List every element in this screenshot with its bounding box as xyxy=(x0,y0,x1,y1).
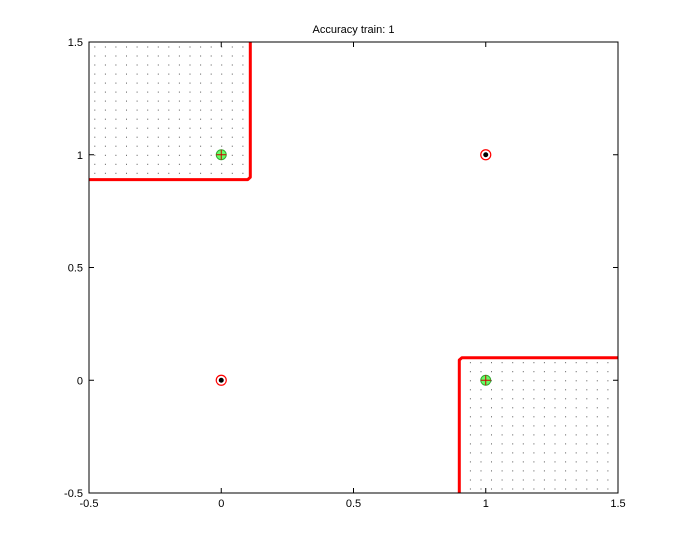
dotted-regions xyxy=(94,46,609,490)
x-tick-label: -0.5 xyxy=(80,498,99,510)
x-tick-label: 1 xyxy=(483,498,489,510)
x-tick-label: 0.5 xyxy=(346,498,361,510)
green-point xyxy=(480,374,492,386)
boundary-line xyxy=(457,356,618,493)
black-point xyxy=(480,149,492,161)
black-point xyxy=(215,374,227,386)
y-tick-label: 0 xyxy=(77,375,83,387)
y-tick-label: 1.5 xyxy=(68,37,83,49)
axis-ticks: -0.5 0 0.5 1 1.5 -0.5 0 0.5 1 1.5 xyxy=(64,37,626,510)
x-tick-label: 1.5 xyxy=(610,498,625,510)
dotted-region xyxy=(94,46,244,174)
y-tick-label: 1 xyxy=(77,150,83,162)
boundary-line xyxy=(89,42,252,182)
dotted-region xyxy=(469,362,609,490)
decision-boundary xyxy=(89,42,618,493)
y-tick-label: 0.5 xyxy=(68,263,83,275)
data-points xyxy=(215,149,492,386)
chart-title: Accuracy train: 1 xyxy=(313,24,395,36)
x-tick-label: 0 xyxy=(218,498,224,510)
green-point xyxy=(215,149,227,161)
y-tick-label: -0.5 xyxy=(64,488,83,500)
